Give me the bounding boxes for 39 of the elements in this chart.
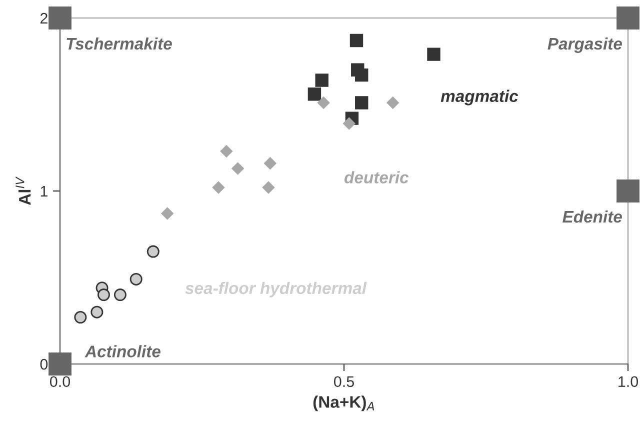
point (232, 162, 244, 175)
point (427, 48, 440, 61)
point (386, 96, 400, 110)
point (350, 34, 364, 48)
x-axis-title: (Na+K)$_{A}$ (313, 396, 374, 412)
point (616, 6, 640, 30)
y-tick-label: 1 (40, 186, 48, 197)
point (161, 207, 174, 220)
point (342, 117, 356, 130)
point (355, 68, 368, 82)
data-label: Pargasite (548, 37, 622, 53)
point (48, 6, 72, 30)
x-tick-label: 0.0 (50, 376, 70, 388)
x-tick-label: 0.5 (334, 376, 354, 388)
data-label: Actinolite (84, 345, 160, 358)
point (74, 311, 87, 324)
data-label: Tschermakite (66, 37, 172, 50)
point (146, 245, 160, 258)
x-tick-label: 1.0 (618, 376, 638, 388)
point (317, 96, 330, 110)
point (97, 288, 110, 302)
series-label: magmatic (440, 90, 518, 106)
point (48, 352, 72, 376)
point (315, 74, 328, 87)
y-tick-label: 0 (40, 358, 48, 370)
text: deuteric (344, 171, 409, 184)
point (220, 144, 233, 158)
point (114, 288, 126, 302)
point (212, 181, 225, 194)
point (264, 157, 276, 170)
point (616, 180, 640, 202)
data-label: Edenite (562, 210, 622, 223)
point (355, 96, 368, 110)
point (130, 272, 142, 286)
point (308, 88, 322, 101)
y-axis-title: Al$^{IV}$ (16, 176, 31, 206)
point (262, 181, 275, 194)
y-tick-label: 2 (40, 12, 48, 24)
point (90, 306, 104, 318)
